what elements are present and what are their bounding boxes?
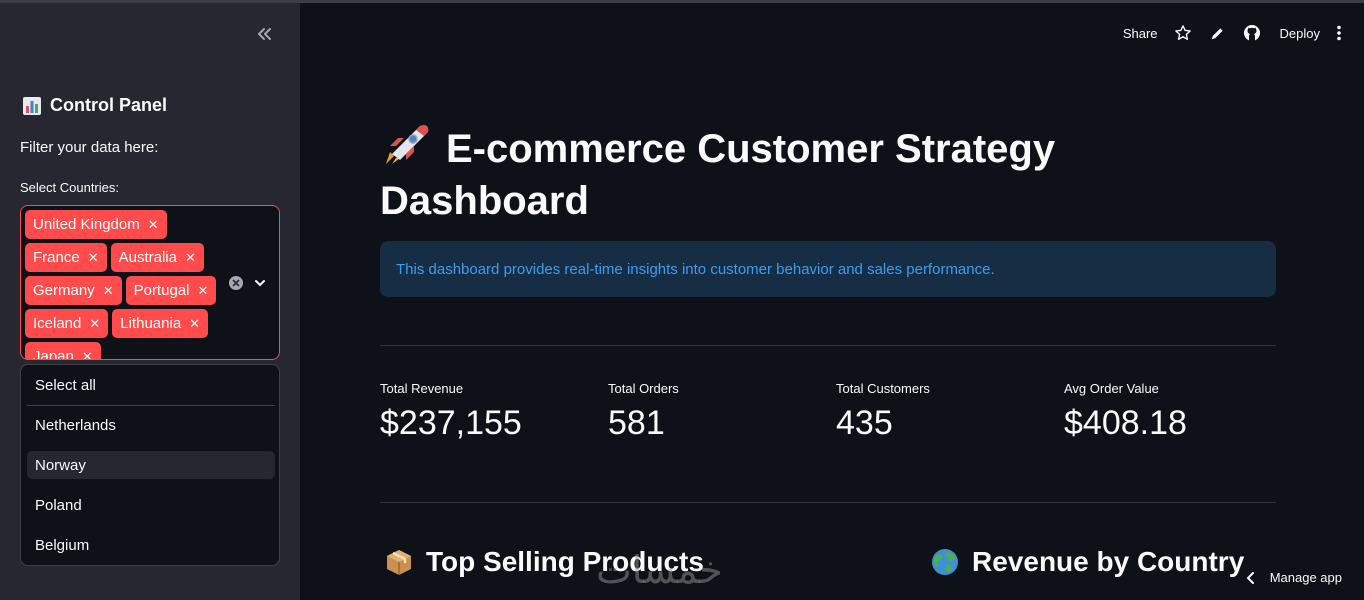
metric-value: $408.18: [1064, 404, 1187, 442]
share-button[interactable]: Share: [1122, 25, 1158, 41]
remove-icon[interactable]: ✕: [189, 315, 201, 331]
remove-icon[interactable]: ✕: [81, 348, 93, 360]
more-vert-icon[interactable]: [1336, 25, 1342, 41]
chip-japan[interactable]: Japan ✕: [25, 342, 101, 360]
countries-multiselect[interactable]: United Kingdom ✕ France ✕ Australia ✕ Germa…: [20, 205, 280, 360]
metric-avg-order-value: Avg Order Value $408.18: [1064, 381, 1187, 443]
github-icon[interactable]: [1243, 24, 1261, 42]
option-poland[interactable]: Poland: [35, 496, 82, 514]
sidebar-header: Control Panel: [22, 95, 167, 116]
globe-icon: [932, 549, 958, 575]
countries-dropdown: Select all Netherlands Norway Poland Bel…: [20, 364, 280, 566]
watermark: خمسات: [596, 548, 723, 592]
deploy-button[interactable]: Deploy: [1279, 25, 1320, 41]
remove-icon[interactable]: ✕: [184, 249, 196, 265]
sidebar: Control Panel Filter your data here: Sel…: [0, 0, 300, 600]
option-belgium[interactable]: Belgium: [35, 536, 90, 554]
remove-icon[interactable]: ✕: [87, 249, 99, 265]
metric-value: 435: [836, 404, 893, 442]
dropdown-divider: [27, 405, 275, 406]
remove-icon[interactable]: ✕: [147, 216, 159, 232]
remove-icon[interactable]: ✕: [197, 282, 209, 298]
selected-chips: United Kingdom ✕ France ✕ Australia ✕ Germa…: [25, 210, 221, 360]
sidebar-title: Control Panel: [50, 95, 168, 115]
chip-germany[interactable]: Germany ✕: [25, 276, 122, 305]
manage-app-button[interactable]: Manage app: [1246, 570, 1342, 585]
chip-france[interactable]: France ✕: [25, 243, 107, 272]
info-alert: This dashboard provides real-time insigh…: [380, 241, 1276, 297]
package-icon: [387, 550, 411, 575]
sidebar-subtitle: Filter your data here:: [20, 139, 159, 156]
chevron-down-icon[interactable]: [253, 276, 267, 295]
option-norway[interactable]: Norway: [27, 451, 275, 479]
edit-pencil-icon[interactable]: [1210, 26, 1225, 41]
chip-portugal[interactable]: Portugal ✕: [125, 276, 217, 305]
metric-value: $237,155: [380, 404, 522, 442]
section-revenue-by-country: Revenue by Country: [930, 546, 1244, 578]
window-top-border: [0, 0, 1364, 3]
divider: [380, 345, 1276, 346]
app-toolbar: Share Deploy: [1123, 22, 1342, 44]
clear-selection-icon[interactable]: [229, 276, 243, 290]
option-select-all[interactable]: Select all: [35, 376, 96, 394]
metric-value: 581: [608, 404, 665, 442]
double-chevron-left-icon: [258, 28, 271, 40]
bar-chart-icon: [23, 96, 41, 115]
chevron-left-icon: [1246, 571, 1254, 584]
metric-label: Avg Order Value: [1064, 381, 1159, 396]
remove-icon[interactable]: ✕: [89, 315, 101, 331]
metric-total-revenue: Total Revenue $237,155: [380, 381, 522, 443]
section-top-products: Top Selling Products: [384, 546, 704, 578]
page-title: E-commerce Customer Strategy Dashboard: [380, 122, 1100, 227]
rocket-icon: [386, 125, 429, 164]
metric-label: Total Orders: [608, 381, 679, 396]
metric-label: Total Customers: [836, 381, 930, 396]
divider: [380, 502, 1276, 503]
metric-total-customers: Total Customers 435: [836, 381, 930, 443]
chip-lithuania[interactable]: Lithuania ✕: [112, 309, 209, 338]
chip-australia[interactable]: Australia ✕: [110, 243, 204, 272]
option-netherlands[interactable]: Netherlands: [35, 416, 116, 434]
remove-icon[interactable]: ✕: [102, 282, 114, 298]
star-icon[interactable]: [1174, 24, 1192, 42]
metric-total-orders: Total Orders 581: [608, 381, 679, 443]
collapse-sidebar-button[interactable]: [252, 22, 276, 46]
chip-united-kingdom[interactable]: United Kingdom ✕: [25, 210, 167, 239]
countries-label: Select Countries:: [20, 180, 119, 195]
chip-iceland[interactable]: Iceland ✕: [25, 309, 109, 338]
metric-label: Total Revenue: [380, 381, 464, 396]
